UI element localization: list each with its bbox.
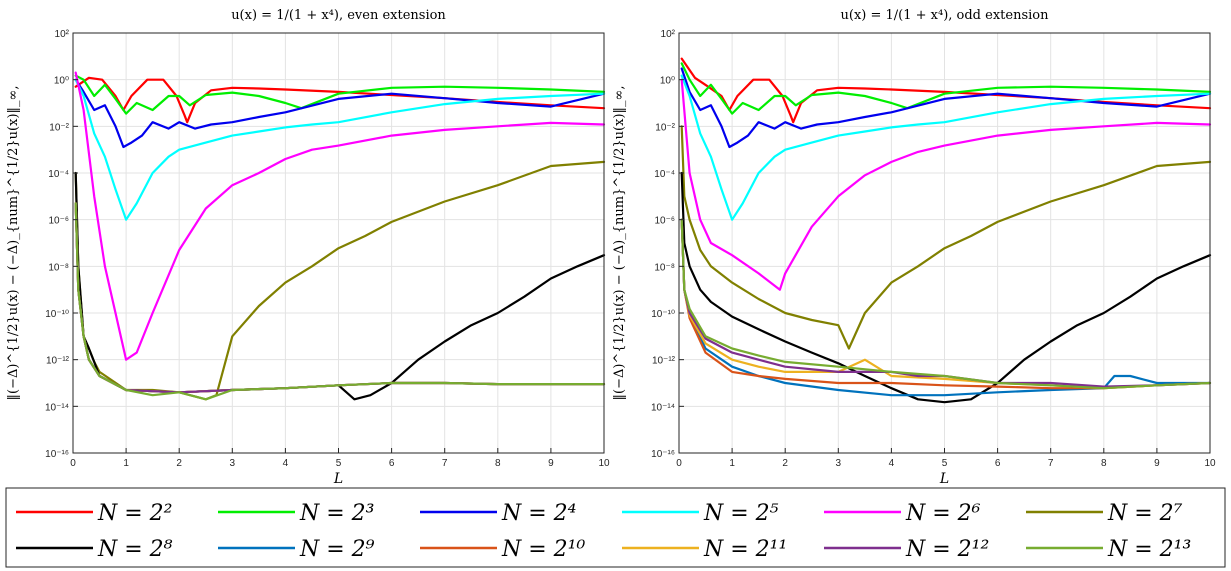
x-tick-label: 2: [782, 458, 788, 469]
x-tick-label: 3: [230, 458, 236, 469]
series-group: [680, 57, 1212, 404]
x-tick-label: 7: [442, 458, 448, 469]
y-tick-label: 10⁻⁴: [48, 169, 69, 180]
legend-entry: N = 2¹⁰: [420, 537, 585, 562]
y-tick-label: 10⁻¹²: [46, 356, 70, 367]
series-line-2: [680, 62, 1212, 115]
y-tick-label: 10²: [661, 29, 676, 40]
x-axis-label: L: [333, 471, 343, 487]
series-line-3: [74, 78, 606, 149]
series-line-2: [74, 74, 606, 115]
y-tick-label: 10⁻¹⁴: [651, 402, 675, 413]
y-tick-label: 10⁻⁶: [654, 216, 675, 227]
legend-label: N = 2⁹: [299, 537, 375, 562]
x-tick-label: 8: [495, 458, 501, 469]
chart-title: u(x) = 1/(1 + x⁴), odd extension: [841, 8, 1050, 23]
x-tick-label: 0: [676, 458, 682, 469]
chart-title: u(x) = 1/(1 + x⁴), even extension: [231, 8, 446, 23]
series-line-12: [74, 202, 606, 401]
y-tick-label: 10⁰: [54, 76, 69, 87]
series-line-5: [74, 71, 606, 361]
legend-label: N = 2¹¹: [703, 537, 787, 562]
series-line-7: [74, 171, 606, 401]
legend-label: N = 2¹²: [905, 537, 989, 562]
series-group: [74, 71, 606, 401]
y-axis-label: ‖(−Δ)^{1/2}u(x) − (−Δ)_{num}^{1/2}u(x)‖_…: [612, 86, 627, 401]
series-line-11: [680, 218, 1212, 388]
x-tick-label: 9: [1154, 458, 1160, 469]
series-line-8: [680, 218, 1212, 397]
y-tick-label: 10⁻²: [655, 122, 675, 133]
legend-box: [5, 487, 1226, 568]
legend-entry: N = 2⁶: [824, 501, 981, 526]
legend-entry: N = 2⁴: [420, 501, 577, 526]
chart-left: 0 1 2 3 4 5 6 7 8 9 10 10⁻¹⁶ 10⁻¹⁴ 10⁻¹² 10⁻¹⁰ 10⁻⁸ 10⁻⁶…: [6, 8, 610, 487]
legend-label: N = 2¹⁰: [501, 537, 585, 562]
series-line-3: [680, 67, 1212, 149]
series-line-4: [680, 74, 1212, 221]
y-tick-label: 10²: [55, 29, 70, 40]
x-tick-label: 5: [336, 458, 342, 469]
y-axis-label: ‖(−Δ)^{1/2}u(x) − (−Δ)_{num}^{1/2}u(x)‖_…: [6, 86, 21, 401]
x-tick-label: 0: [70, 458, 76, 469]
legend-entry: N = 2¹³: [1026, 537, 1191, 562]
x-tick-label: 5: [942, 458, 948, 469]
x-tick-label: 6: [995, 458, 1001, 469]
x-tick-label: 6: [389, 458, 395, 469]
legend-label: N = 2⁸: [97, 537, 173, 562]
x-tick-label: 10: [1204, 458, 1216, 469]
y-tick-label: 10⁻¹⁶: [45, 449, 69, 460]
legend-label: N = 2²: [97, 501, 173, 526]
legend-label: N = 2⁴: [501, 501, 577, 526]
x-tick-label: 4: [889, 458, 895, 469]
series-line-4: [74, 78, 606, 221]
y-tick-label: 10⁻¹⁰: [651, 309, 675, 320]
y-tick-label: 10⁻¹²: [652, 356, 676, 367]
legend-entry: N = 2³: [218, 501, 375, 526]
y-tick-label: 10⁰: [660, 76, 675, 87]
x-tick-label: 10: [598, 458, 610, 469]
legend-entry: N = 2¹²: [824, 537, 989, 562]
legend-label: N = 2⁵: [703, 501, 779, 526]
series-line-6: [680, 125, 1212, 350]
x-tick-label: 9: [548, 458, 554, 469]
x-tick-label: 4: [283, 458, 289, 469]
y-tick-label: 10⁻⁸: [48, 262, 69, 273]
legend-label: N = 2⁶: [905, 501, 981, 526]
series-line-12: [680, 218, 1212, 390]
y-tick-label: 10⁻¹⁴: [45, 402, 69, 413]
y-tick-label: 10⁻²: [49, 122, 69, 133]
chart-right: 0 1 2 3 4 5 6 7 8 9 10 10⁻¹⁶ 10⁻¹⁴ 10⁻¹² 10⁻¹⁰ 10⁻⁸ 10⁻⁶…: [612, 8, 1216, 487]
y-tick-label: 10⁻¹⁰: [45, 309, 69, 320]
x-tick-label: 1: [123, 458, 129, 469]
legend-entry: N = 2⁷: [1026, 501, 1183, 526]
x-tick-label: 2: [176, 458, 182, 469]
legend: N = 2² N = 2³ N = 2⁴ N = 2⁵ N = 2⁶ N = 2⁷ N = …: [5, 487, 1226, 568]
x-tick-label: 3: [836, 458, 842, 469]
legend-entry: N = 2⁵: [622, 501, 779, 526]
series-line-7: [680, 171, 1212, 404]
x-axis-label: L: [939, 471, 949, 487]
series-line-5: [680, 78, 1212, 291]
legend-entry: N = 2¹¹: [622, 537, 787, 562]
legend-label: N = 2³: [299, 501, 375, 526]
legend-label: N = 2⁷: [1107, 501, 1183, 526]
y-tick-label: 10⁻¹⁶: [651, 449, 675, 460]
y-tick-label: 10⁻⁶: [48, 216, 69, 227]
y-tick-label: 10⁻⁸: [654, 262, 675, 273]
legend-label: N = 2¹³: [1107, 537, 1191, 562]
legend-entry: N = 2⁹: [218, 537, 375, 562]
y-tick-label: 10⁻⁴: [654, 169, 675, 180]
x-tick-label: 8: [1101, 458, 1107, 469]
legend-entry: N = 2²: [16, 501, 173, 526]
x-tick-label: 7: [1048, 458, 1054, 469]
x-tick-label: 1: [729, 458, 735, 469]
legend-entry: N = 2⁸: [16, 537, 173, 562]
